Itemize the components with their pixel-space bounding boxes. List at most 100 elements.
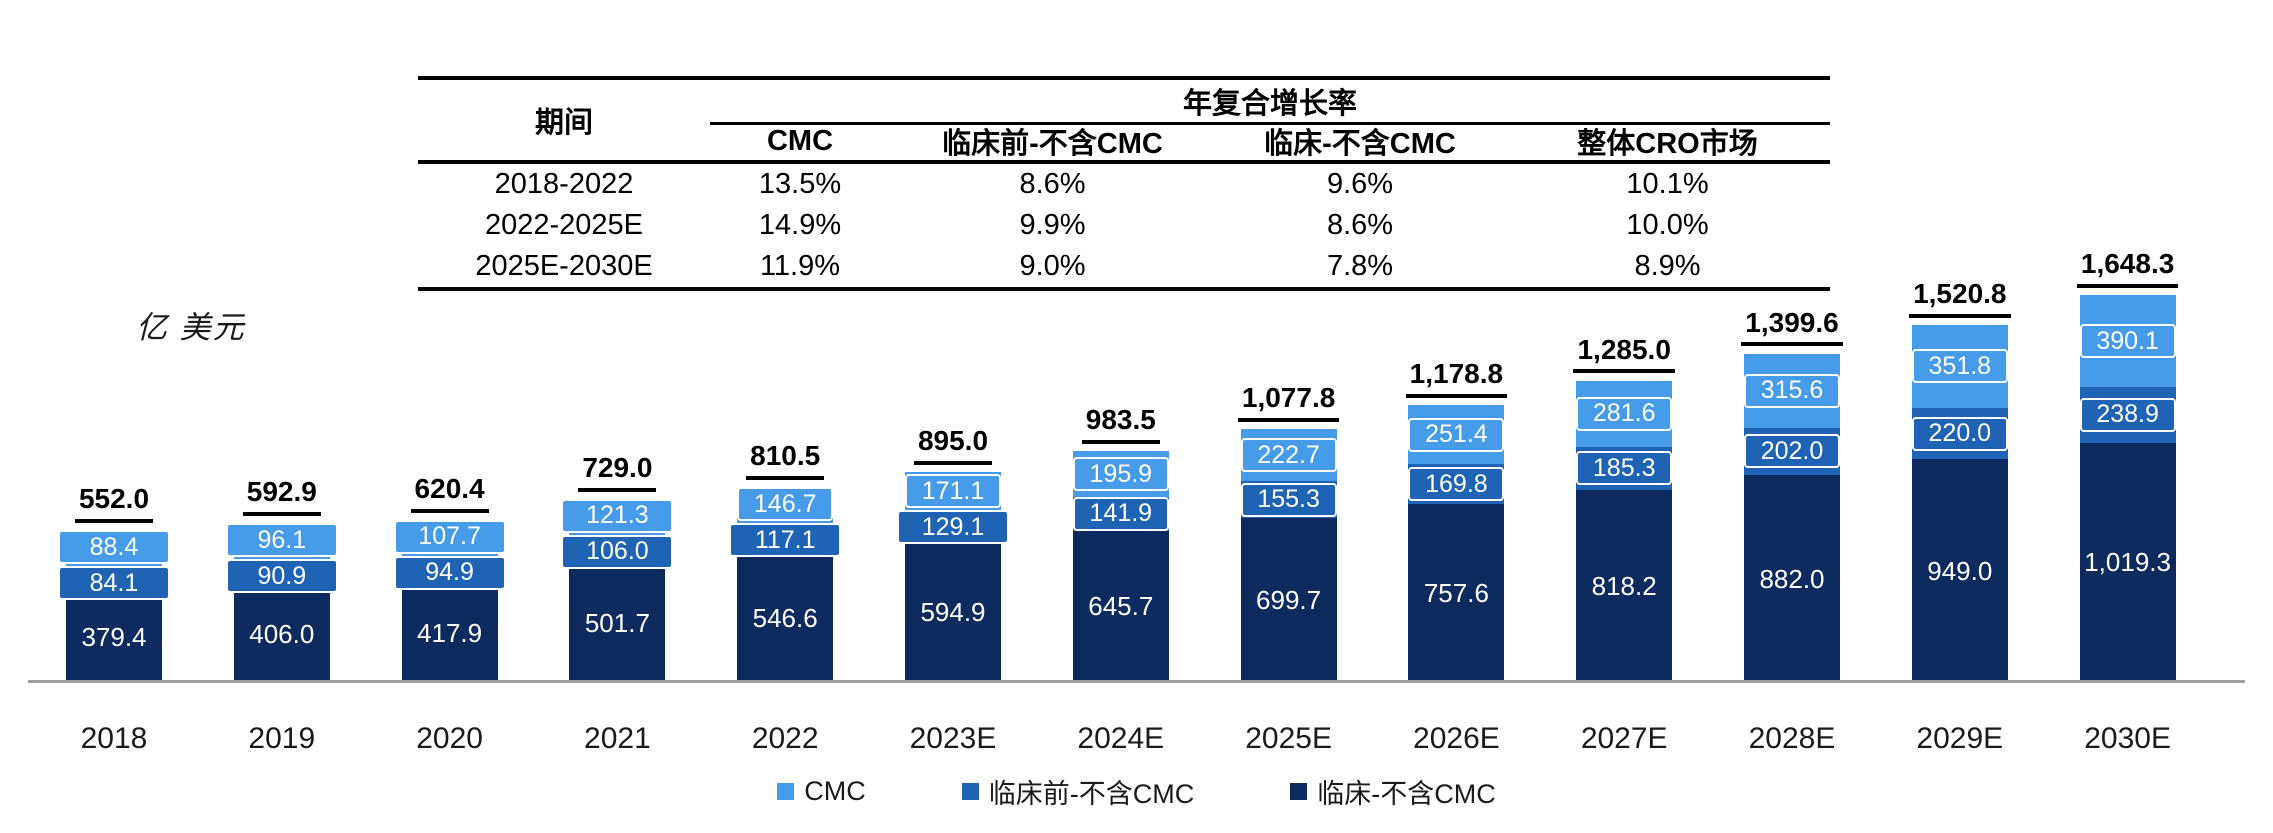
x-axis-tick-label: 2021 xyxy=(584,722,651,755)
x-axis-tick-label: 2026E xyxy=(1413,722,1500,755)
total-label-value: 552.0 xyxy=(74,483,154,523)
period-column-header: 期间 xyxy=(534,107,593,139)
x-axis-tick-label: 2028E xyxy=(1748,722,1836,755)
segment-value-chip-preclinical: 185.3 xyxy=(1576,451,1673,486)
total-label: 1,399.6 xyxy=(1682,307,1902,347)
total-label-value: 592.9 xyxy=(242,476,321,516)
total-label: 1,285.0 xyxy=(1514,334,1734,374)
legend-swatch xyxy=(777,783,795,800)
segment-value-label-clinical: 882.0 xyxy=(1759,563,1825,594)
total-label: 552.0 xyxy=(4,483,224,523)
segment-value-label-clinical: 1,019.3 xyxy=(2084,547,2171,578)
segment-value-chip-preclinical: 90.9 xyxy=(225,559,338,594)
segment-value-chip-cmc: 222.7 xyxy=(1240,438,1337,473)
cagr-table: 年复合增长率 CMC 临床前-不含CMC 临床-不含CMC 整体CRO市场 期间… xyxy=(418,76,1830,291)
segment-value-chip-cmc: 96.1 xyxy=(225,523,338,558)
bar-segment-clinical xyxy=(1072,530,1169,682)
total-label-value: 620.4 xyxy=(410,473,489,513)
bar-segment-clinical xyxy=(66,592,162,682)
bar-segment-clinical xyxy=(905,542,1001,682)
total-label: 620.4 xyxy=(340,473,560,513)
col-header-preclinical: 临床前-不含CMC xyxy=(942,128,1163,160)
cagr-table-header: 年复合增长率 CMC 临床前-不含CMC 临床-不含CMC 整体CRO市场 期间 xyxy=(418,80,1830,164)
segment-value-chip-preclinical: 106.0 xyxy=(561,534,674,569)
segment-value-chip-preclinical: 141.9 xyxy=(1072,496,1169,531)
segment-value-chip-cmc: 281.6 xyxy=(1576,396,1673,431)
value-cell: 8.9% xyxy=(1634,250,1701,282)
table-row: 2022-2025E 14.9% 9.9% 8.6% 10.0% xyxy=(418,205,1830,246)
total-label-value: 1,077.8 xyxy=(1237,382,1340,422)
segment-value-label-clinical: 949.0 xyxy=(1927,555,1993,586)
total-label: 729.0 xyxy=(507,452,727,492)
value-cell: 10.0% xyxy=(1626,209,1709,241)
x-axis-tick-label: 2023E xyxy=(909,722,997,755)
x-axis-tick-label: 2024E xyxy=(1077,722,1165,755)
legend-swatch xyxy=(1290,783,1308,800)
legend-item: 临床前-不含CMC xyxy=(961,772,1195,811)
segment-value-label-clinical: 645.7 xyxy=(1088,591,1154,622)
total-label: 895.0 xyxy=(843,425,1063,465)
segment-value-chip-cmc: 88.4 xyxy=(58,530,170,565)
table-row: 2018-2022 13.5% 8.6% 9.6% 10.1% xyxy=(418,164,1830,205)
legend-label: CMC xyxy=(804,776,866,806)
total-label: 1,077.8 xyxy=(1179,382,1399,422)
value-cell: 8.6% xyxy=(1019,168,1086,200)
segment-value-label-clinical: 406.0 xyxy=(249,619,315,650)
value-cell: 8.6% xyxy=(1326,209,1394,241)
total-label: 1,648.3 xyxy=(2018,248,2238,289)
segment-value-chip-cmc: 251.4 xyxy=(1408,417,1505,452)
x-axis-tick-label: 2029E xyxy=(1916,722,2004,755)
segment-value-chip-preclinical: 202.0 xyxy=(1744,434,1840,469)
total-label: 1,520.8 xyxy=(1850,278,2070,319)
legend-item: 临床-不含CMC xyxy=(1290,772,1496,811)
col-header-cmc: CMC xyxy=(766,124,834,157)
x-axis-tick-label: 2020 xyxy=(416,722,483,755)
segment-value-label-clinical: 818.2 xyxy=(1591,571,1657,602)
segment-value-chip-preclinical: 238.9 xyxy=(2079,397,2176,432)
total-label-value: 1,399.6 xyxy=(1741,307,1843,347)
bar-segment-clinical xyxy=(1744,475,1840,682)
total-label: 592.9 xyxy=(172,476,392,516)
legend-swatch xyxy=(961,783,979,800)
total-label: 810.5 xyxy=(675,440,895,480)
x-axis-tick-label: 2022 xyxy=(751,722,819,755)
segment-value-chip-cmc: 107.7 xyxy=(393,519,506,554)
period-cell: 2025E-2030E xyxy=(475,250,653,282)
bar-segment-clinical xyxy=(1240,517,1337,682)
value-cell: 9.9% xyxy=(1019,209,1086,241)
cagr-span-header: 年复合增长率 xyxy=(710,80,1830,125)
period-cell: 2018-2022 xyxy=(494,168,634,200)
table-row: 2025E-2030E 11.9% 9.0% 7.8% 8.9% xyxy=(418,246,1830,287)
value-cell: 10.1% xyxy=(1626,168,1709,200)
bar-segment-clinical xyxy=(401,583,498,682)
segment-value-chip-cmc: 195.9 xyxy=(1072,457,1169,492)
bar-segment-clinical xyxy=(233,586,330,682)
x-axis-tick-label: 2018 xyxy=(80,722,148,755)
bar-segment-clinical xyxy=(737,553,834,682)
x-axis-tick-label: 2027E xyxy=(1580,722,1668,755)
x-axis-tick-label: 2025E xyxy=(1245,722,1332,755)
total-label-value: 1,285.0 xyxy=(1573,334,1675,374)
segment-value-label-clinical: 594.9 xyxy=(920,597,986,628)
segment-value-label-clinical: 699.7 xyxy=(1256,584,1322,615)
total-label: 1,178.8 xyxy=(1346,359,1566,399)
segment-value-chip-preclinical: 155.3 xyxy=(1240,482,1337,517)
segment-value-label-clinical: 546.6 xyxy=(752,602,818,633)
legend-label: 临床前-不含CMC xyxy=(988,779,1195,809)
total-label: 983.5 xyxy=(1011,404,1231,445)
value-cell: 7.8% xyxy=(1326,250,1394,282)
segment-value-chip-cmc: 171.1 xyxy=(905,474,1001,509)
total-label-value: 983.5 xyxy=(1081,404,1160,445)
segment-value-chip-cmc: 121.3 xyxy=(561,498,674,533)
bar-segment-clinical xyxy=(1576,490,1673,682)
segment-value-chip-preclinical: 129.1 xyxy=(897,510,1009,545)
total-label-value: 1,648.3 xyxy=(2076,248,2179,289)
segment-value-chip-preclinical: 169.8 xyxy=(1408,467,1505,502)
value-cell: 9.0% xyxy=(1019,250,1086,282)
value-cell: 11.9% xyxy=(759,250,841,282)
segment-value-label-clinical: 757.6 xyxy=(1423,578,1489,609)
value-cell: 9.6% xyxy=(1326,168,1394,200)
x-axis-tick-label: 2030E xyxy=(2084,722,2171,755)
value-cell: 14.9% xyxy=(758,209,842,241)
